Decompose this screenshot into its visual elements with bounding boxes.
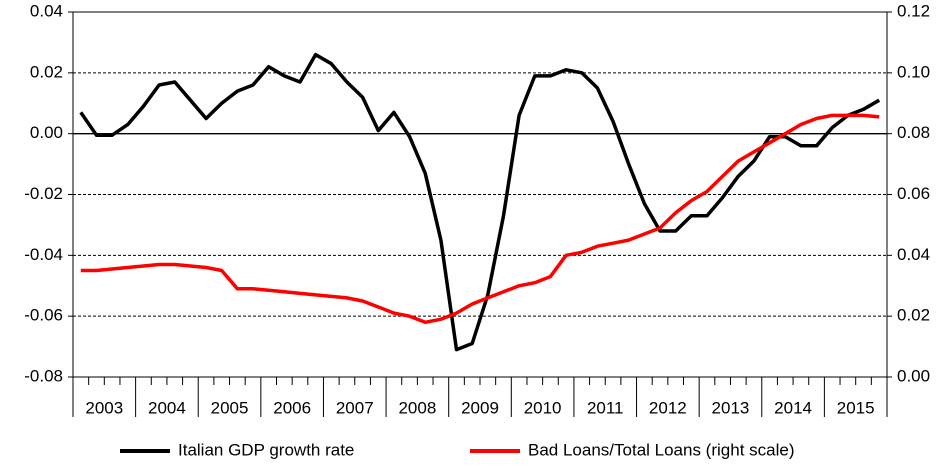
x-tick-label: 2012 — [649, 398, 687, 417]
y-tick-label: 0.04 — [30, 1, 63, 20]
y-tick-label: 0.00 — [30, 123, 63, 142]
y-tick-label: -0.08 — [24, 366, 63, 385]
x-tick-label: 2011 — [587, 398, 624, 417]
x-tick-label: 2004 — [148, 398, 186, 417]
x-tick-label: 2015 — [837, 398, 875, 417]
y-tick-label: -0.02 — [24, 184, 63, 203]
legend-label: Italian GDP growth rate — [178, 440, 354, 459]
series-line — [79, 52, 881, 352]
y-tick-label: 0.02 — [30, 62, 63, 81]
y-tick-label: -0.06 — [24, 306, 63, 325]
series-line — [80, 113, 880, 325]
x-tick-label: 2007 — [336, 398, 374, 417]
y2-tick-label: 0.04 — [897, 245, 930, 264]
y2-tick-label: 0.00 — [897, 366, 930, 385]
x-tick-label: 2014 — [774, 398, 812, 417]
y2-tick-label: 0.12 — [897, 1, 930, 20]
y2-tick-label: 0.02 — [897, 306, 930, 325]
y2-tick-label: 0.10 — [897, 62, 930, 81]
x-tick-label: 2009 — [461, 398, 499, 417]
x-tick-label: 2008 — [398, 398, 436, 417]
x-tick-label: 2003 — [85, 398, 123, 417]
x-tick-label: 2013 — [712, 398, 750, 417]
y2-tick-label: 0.06 — [897, 184, 930, 203]
x-tick-label: 2010 — [524, 398, 562, 417]
x-tick-label: 2005 — [211, 398, 249, 417]
x-tick-label: 2006 — [273, 398, 311, 417]
y2-tick-label: 0.08 — [897, 123, 930, 142]
y-tick-label: -0.04 — [24, 245, 63, 264]
legend-label: Bad Loans/Total Loans (right scale) — [528, 440, 795, 459]
